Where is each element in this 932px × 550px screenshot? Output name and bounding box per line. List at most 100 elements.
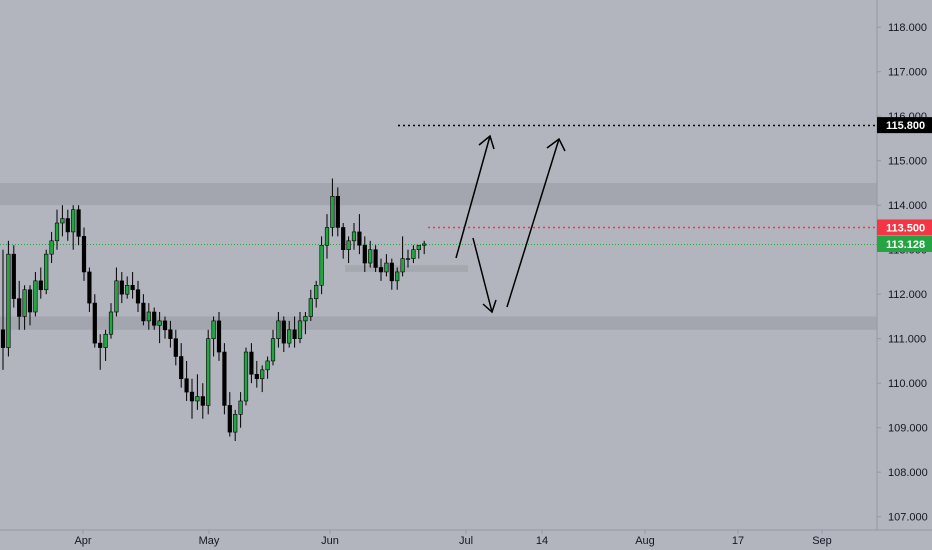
x-tick-label: Jul [459, 535, 473, 547]
candle [92, 294, 97, 348]
candle-body [422, 243, 427, 246]
price-tag-label: 115.800 [886, 120, 925, 132]
zone-band [345, 265, 468, 272]
candle [114, 267, 119, 317]
candle-body [308, 298, 313, 317]
candle [389, 258, 394, 290]
candle-body [233, 414, 238, 433]
candle [308, 289, 313, 321]
candle [346, 236, 351, 264]
candle-body [157, 320, 162, 326]
candle-body [130, 284, 135, 291]
candle [33, 271, 38, 317]
candle-body [276, 320, 281, 339]
candle-body [346, 240, 351, 251]
candle-body [162, 320, 168, 331]
candle-body [351, 231, 357, 242]
candle [233, 409, 238, 442]
candle [281, 316, 286, 353]
candle-body [200, 396, 205, 406]
candle [368, 240, 373, 268]
candle-body [384, 262, 389, 273]
candle-body [254, 373, 259, 380]
candle [195, 374, 200, 410]
y-tick-label: 117.000 [888, 67, 927, 79]
price-tag-bg [877, 219, 932, 236]
candle-body [184, 378, 189, 393]
candle [135, 280, 141, 312]
candle [81, 227, 87, 281]
candle-body [152, 311, 157, 326]
candle [44, 249, 49, 295]
candle-body [6, 253, 11, 348]
candle [422, 240, 427, 255]
candle [384, 254, 389, 277]
candle [189, 378, 195, 419]
candle [303, 311, 308, 335]
price-tag-bg [877, 117, 932, 134]
candle-body [114, 280, 119, 313]
candle [378, 258, 384, 281]
candle [335, 187, 340, 237]
candle [287, 320, 292, 348]
arrow-up-left-head [478, 134, 495, 150]
candle [249, 343, 254, 384]
candle-body [416, 244, 421, 251]
time-axis[interactable]: Apr May Jun Jul 14 Aug 17 Sep [74, 530, 832, 547]
candle-body [368, 249, 373, 264]
candle [405, 249, 411, 268]
candle-body [76, 209, 81, 237]
candle-body [168, 329, 173, 339]
candle-body [222, 351, 227, 406]
x-tick-label: 14 [536, 535, 548, 547]
candle-body [103, 333, 108, 348]
candle-body [260, 369, 265, 380]
candle [416, 244, 421, 259]
y-tick-label: 108.000 [888, 467, 928, 479]
candle [22, 285, 27, 330]
candle [87, 267, 92, 312]
candle-body [395, 271, 400, 282]
candle [227, 392, 232, 437]
candle [54, 209, 60, 250]
arrow-down [472, 237, 493, 313]
candle [265, 356, 270, 379]
candle-body [119, 280, 124, 295]
candle-body [87, 271, 92, 304]
y-tick-label: 118.000 [888, 22, 927, 34]
candle-body [189, 391, 195, 402]
candle-body [195, 396, 200, 402]
candle [65, 209, 70, 241]
candle-body [17, 298, 22, 317]
candle-body [330, 196, 335, 228]
arrow-up-right [506, 138, 560, 308]
y-tick-label: 112.000 [888, 289, 927, 301]
candle [76, 205, 81, 246]
candle-body [125, 284, 130, 295]
candle-body [141, 302, 146, 322]
price-tag-label: 113.128 [886, 239, 925, 251]
price-tag: 115.800 [877, 117, 932, 134]
candle-body [335, 196, 340, 228]
candle-body [135, 289, 141, 304]
candle [108, 303, 114, 339]
x-tick-label: Sep [812, 535, 832, 547]
candle-body [11, 253, 16, 299]
candle-body [287, 329, 292, 344]
price-tag-label: 113.500 [886, 222, 925, 234]
candle [373, 245, 378, 272]
candle [98, 334, 103, 370]
candle [119, 271, 124, 304]
x-tick-label: Jun [321, 535, 339, 547]
candle [222, 343, 227, 415]
candle [38, 267, 43, 299]
candle-body [0, 329, 6, 348]
candle [216, 311, 222, 361]
candle-body [249, 351, 254, 375]
candle [130, 271, 135, 299]
candle-body [373, 249, 378, 268]
x-tick-label: Aug [635, 535, 655, 547]
candle-body [341, 227, 346, 251]
